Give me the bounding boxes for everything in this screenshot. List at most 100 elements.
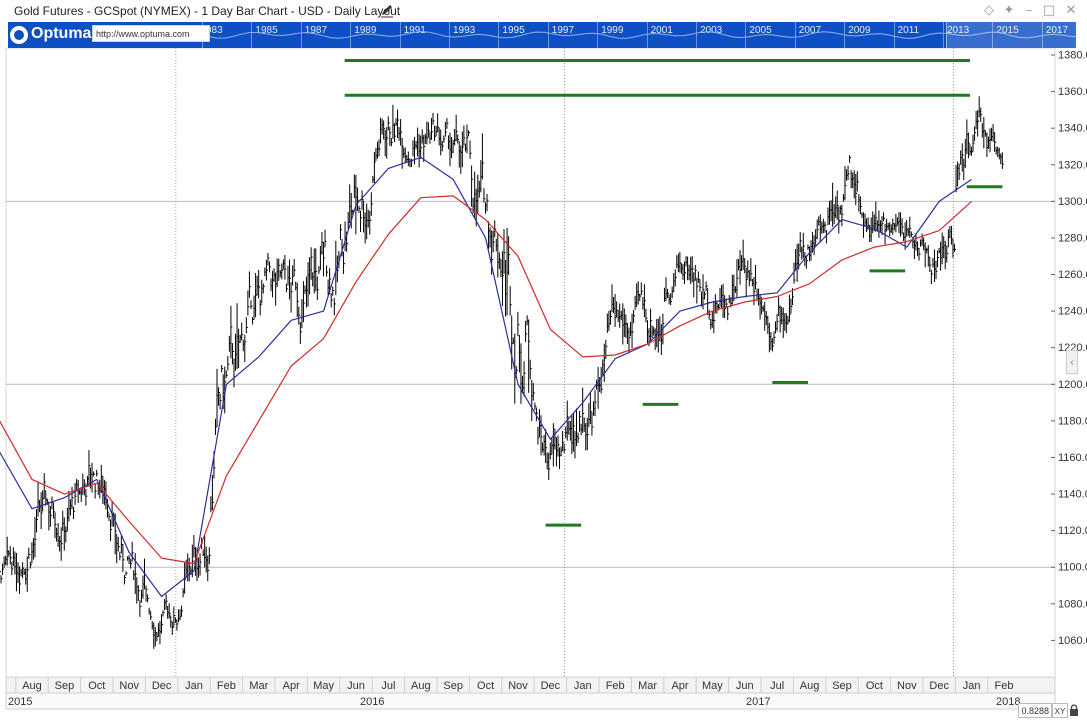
- navigator-years: 983 1985 1987 1989 1991 1993 1995 1997 1999 2001 2…: [8, 22, 1076, 48]
- navigator-year-label: 1989: [354, 25, 377, 36]
- x-month-label: Dec: [541, 680, 561, 692]
- navigator-year-label: 2013: [947, 25, 970, 36]
- y-tick-label: 1320.000: [1058, 159, 1087, 171]
- y-tick-label: 1360.000: [1058, 86, 1087, 98]
- url-link[interactable]: http://www.optuma.com: [92, 25, 210, 42]
- y-tick-label: 1100.000: [1058, 562, 1087, 574]
- navigator-tick: [696, 22, 697, 48]
- navigator-tick: [597, 22, 599, 48]
- x-month-label: Sep: [443, 680, 463, 692]
- x-month-label: Feb: [606, 680, 625, 692]
- x-month-label: Aug: [411, 680, 431, 692]
- xy-toggle-button[interactable]: XY: [1052, 703, 1068, 718]
- x-month-label: Feb: [217, 680, 236, 692]
- navigator-tick: [350, 22, 352, 48]
- maximize-icon[interactable]: □: [1042, 3, 1056, 18]
- navigator-tick: [794, 22, 796, 48]
- pencil-icon[interactable]: [380, 2, 394, 18]
- restore-icon[interactable]: ◇: [984, 3, 994, 18]
- x-year-label: 2015: [8, 696, 32, 708]
- y-tick-label: 1240.000: [1058, 306, 1087, 318]
- x-month-label: Nov: [508, 680, 528, 692]
- x-month-label: Sep: [55, 680, 75, 692]
- y-tick-label: 1300.000: [1058, 196, 1087, 208]
- lock-icon[interactable]: [1068, 704, 1080, 717]
- x-month-label: Aug: [22, 680, 42, 692]
- x-month-label: Nov: [897, 680, 917, 692]
- navigator-tick: [251, 22, 253, 48]
- navigator-year-label: 1993: [453, 25, 476, 36]
- title-bar: Gold Futures - GCSpot (NYMEX) - 1 Day Ba…: [0, 0, 1087, 22]
- navigator-tick: [300, 22, 302, 48]
- x-month-label: Aug: [800, 680, 820, 692]
- navigator-window[interactable]: [946, 22, 1076, 48]
- y-tick-label: 1200.000: [1058, 379, 1087, 391]
- navigator-tick: [449, 22, 450, 48]
- pin-icon[interactable]: ✦: [1003, 3, 1015, 18]
- navigator-year-label: 2007: [798, 25, 822, 36]
- x-month-label: Feb: [995, 680, 1014, 692]
- navigator-year-label: 1985: [255, 25, 278, 36]
- logo-icon: [10, 26, 28, 44]
- x-month-label: Dec: [152, 680, 172, 692]
- x-month-label: May: [702, 680, 723, 692]
- y-tick-label: 1340.000: [1058, 123, 1087, 135]
- navigator-year-label: 983: [206, 25, 223, 36]
- x-year-label: 2016: [360, 696, 384, 708]
- navigator-year-label: 1991: [403, 25, 426, 36]
- navigator-year-label: 1999: [601, 25, 624, 36]
- x-month-label: Oct: [88, 680, 105, 692]
- navigator-tick: [547, 22, 549, 48]
- logo-text: Optuma: [31, 25, 92, 42]
- navigator-year-label: 2003: [700, 25, 723, 36]
- navigator-tick: [893, 22, 895, 48]
- navigator-year-label: 2005: [749, 25, 772, 36]
- moving-average-long: [0, 195, 973, 565]
- x-month-label: Mar: [638, 680, 657, 692]
- x-month-label: Apr: [671, 680, 688, 692]
- x-month-label: Jan: [185, 680, 203, 692]
- price-chart[interactable]: 1060.000 1080.000 1100.000 1120.000 1140.000…: [0, 48, 1087, 727]
- navigator-year-label: 2017: [1045, 25, 1069, 36]
- x-month-label: Nov: [119, 680, 139, 692]
- navigator-tick: [992, 22, 994, 48]
- x-axis-years-band: [5, 692, 1056, 710]
- x-month-label: Jan: [963, 680, 981, 692]
- navigator-year-label: 2015: [996, 25, 1019, 36]
- x-month-label: Oct: [477, 680, 494, 692]
- navigator-year-label: 1987: [304, 25, 328, 36]
- y-tick-label: 1060.000: [1058, 635, 1087, 647]
- y-tick-label: 1280.000: [1058, 232, 1087, 244]
- x-month-label: Apr: [283, 680, 300, 692]
- x-month-label: Jul: [770, 680, 784, 692]
- y-tick-label: 1220.000: [1058, 342, 1087, 354]
- x-month-label: Dec: [929, 680, 949, 692]
- close-icon[interactable]: ✕: [1065, 3, 1077, 18]
- navigator-history-line: [207, 31, 1076, 39]
- optuma-logo: Optuma: [10, 24, 100, 46]
- y-tick-label: 1180.000: [1058, 415, 1087, 427]
- navigator-year-label: 1997: [551, 25, 575, 36]
- x-year-label: 2017: [746, 696, 770, 708]
- cursor-readout: 0.8288: [1018, 703, 1052, 718]
- y-tick-label: 1140.000: [1058, 489, 1087, 501]
- x-month-label: Sep: [832, 680, 852, 692]
- minimize-icon[interactable]: –: [1025, 3, 1033, 18]
- x-month-label: Jun: [736, 680, 754, 692]
- x-month-label: Jul: [381, 680, 395, 692]
- y-tick-label: 1120.000: [1058, 525, 1087, 537]
- x-month-label: Oct: [866, 680, 883, 692]
- navigator-year-label: 2001: [650, 25, 673, 36]
- collapse-panel-handle[interactable]: ‹: [1066, 350, 1078, 374]
- x-month-label: Jan: [574, 680, 592, 692]
- navigator-year-label: 2009: [848, 25, 871, 36]
- navigator-tick: [943, 22, 944, 48]
- y-tick-label: 1260.000: [1058, 269, 1087, 281]
- navigator-year-label: 1995: [502, 25, 525, 36]
- navigator-tick: [1041, 22, 1043, 48]
- x-month-label: Jun: [347, 680, 365, 692]
- navigator-price-line: [207, 31, 1076, 39]
- x-month-label: May: [313, 680, 334, 692]
- history-navigator[interactable]: 983 1985 1987 1989 1991 1993 1995 1997 1999 2001 2…: [8, 22, 1076, 48]
- y-tick-label: 1160.000: [1058, 452, 1087, 464]
